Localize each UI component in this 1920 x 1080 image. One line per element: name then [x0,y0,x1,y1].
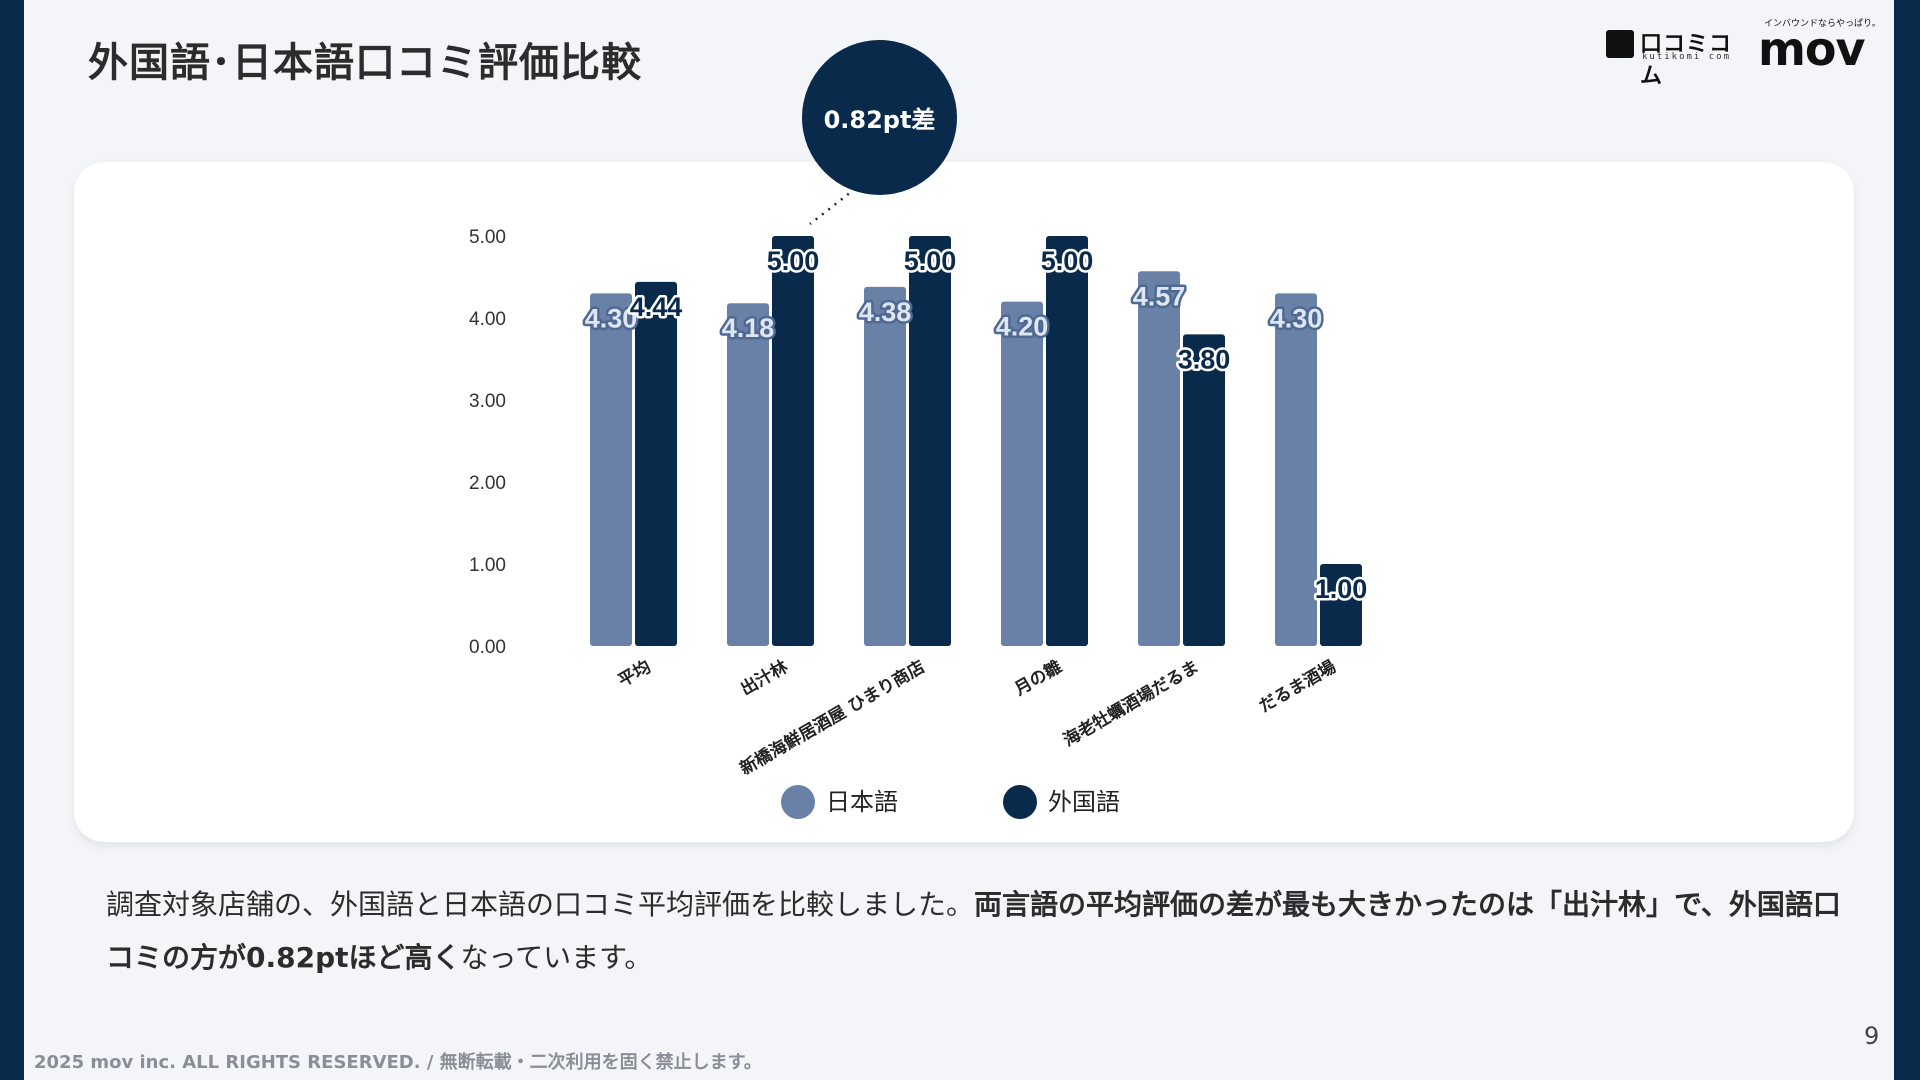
bar-foreign [635,281,677,646]
kutikomi-logo-sub: kutikomi com [1642,52,1732,62]
kutikomi-logo-text: 口コミコム [1640,32,1733,89]
slide: 外国語･日本語口コミ評価比較 口コミコム kutikomi com インバウンド… [24,0,1894,1080]
value-label: 4.57 [1133,281,1186,311]
bar-foreign [1046,236,1088,646]
value-label: 4.44 [630,292,683,322]
value-label: 5.00 [904,246,957,276]
bar-foreign [1320,564,1362,646]
description-text-end: なっています。 [460,941,653,974]
page-title: 外国語･日本語口コミ評価比較 [88,40,642,86]
description-text: 調査対象店舗の、外国語と日本語の口コミ平均評価を比較しました。 [106,888,975,921]
mov-logo-text: mov [1758,22,1866,76]
value-label: 1.00 [1315,574,1368,604]
bar-foreign [1183,334,1225,646]
value-label: 4.38 [859,297,912,327]
value-label: 4.20 [996,312,1049,342]
bar-japanese [727,303,769,646]
y-tick-label: 5.00 [469,227,506,248]
bar-japanese [1275,293,1317,646]
bar-japanese [1001,301,1043,646]
value-label: 5.00 [1041,246,1094,276]
category-label: 海老牡蠣酒場だるま [1059,656,1202,751]
y-tick-label: 2.00 [469,473,506,494]
page-number: 9 [1864,1022,1880,1050]
category-label: だるま酒場 [1255,656,1339,717]
legend-label: 日本語 [826,788,898,816]
copyright-footer: 2025 mov inc. ALL RIGHTS RESERVED. / 無断転… [34,1052,762,1073]
value-label: 5.00 [767,246,820,276]
value-label: 3.80 [1178,344,1231,374]
callout-connector [809,173,875,225]
value-label: 4.30 [1270,303,1323,333]
category-label: 出汁林 [737,656,792,700]
description-highlight: 両言語の平均評価の差が最も大きかったのは「出汁林」で、外国語口コミの方が0.82… [106,888,1841,974]
mov-tagline: インバウンドならやっぱり。 [1764,19,1881,29]
bar-foreign [772,236,814,646]
y-tick-label: 4.00 [469,309,506,330]
difference-callout: 0.82pt差 [802,40,957,195]
bar-foreign [909,236,951,646]
mov-logo: インバウンドならやっぱり。 mov [1758,16,1888,76]
bar-japanese [864,286,906,646]
value-label: 4.18 [722,313,775,343]
speech-bubble-icon [1606,30,1634,58]
description: 調査対象店舗の、外国語と日本語の口コミ平均評価を比較しました。両言語の平均評価の… [106,878,1866,984]
legend-marker [781,785,815,819]
y-tick-label: 3.00 [469,391,506,412]
legend-label: 外国語 [1048,788,1120,816]
y-tick-label: 0.00 [469,637,506,658]
bar-japanese [1138,271,1180,646]
category-label: 月の雛 [1010,656,1066,700]
y-tick-label: 1.00 [469,555,506,576]
kutikomi-logo: 口コミコム kutikomi com [1606,24,1736,89]
bar-japanese [590,293,632,646]
value-label: 4.30 [585,303,638,333]
legend-marker [1003,785,1037,819]
chart-card: 0.00 1.00 2.00 3.00 4.00 5.00 平均 出汁林 新橋海鮮居酒屋 ひまり… [74,162,1854,842]
category-label: 平均 [615,656,655,691]
